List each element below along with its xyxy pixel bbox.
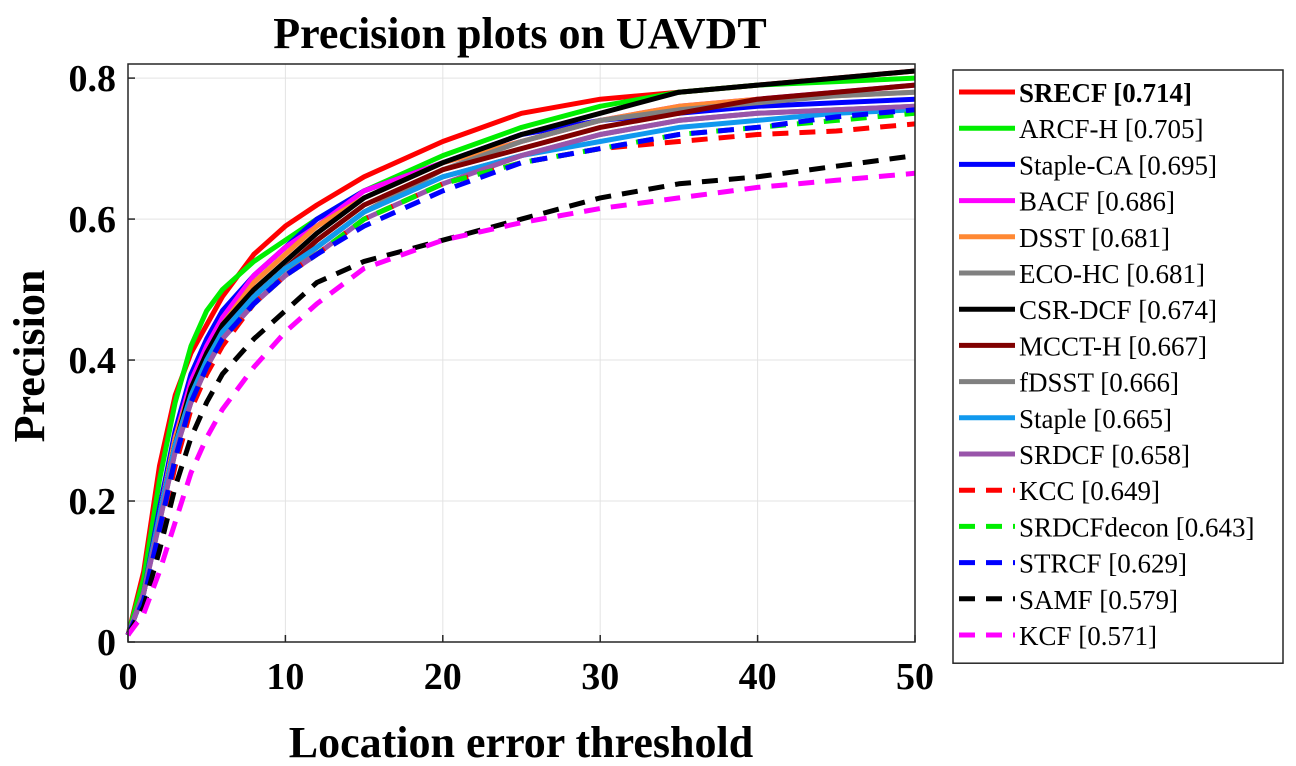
y-axis-label: Precision	[5, 270, 54, 443]
legend-entry: BACF [0.686]	[1019, 187, 1175, 217]
legend-entry: ARCF-H [0.705]	[1019, 114, 1204, 144]
legend-entry: SRECF [0.714]	[1019, 78, 1192, 108]
y-tick-label: 0.2	[69, 481, 117, 523]
legend-entry: SRDCFdecon [0.643]	[1019, 512, 1255, 542]
x-tick-label: 10	[266, 656, 304, 698]
legend-entry: MCCT-H [0.667]	[1019, 331, 1207, 361]
legend-entry: fDSST [0.666]	[1019, 368, 1179, 398]
y-tick-label: 0.8	[69, 58, 117, 100]
legend-entry: Staple [0.665]	[1019, 404, 1172, 434]
plot-area: 0 10 20 30 40 50 0 0.2 0.4 0.6 0.8	[69, 58, 935, 698]
legend-entry: STRCF [0.629]	[1019, 549, 1187, 579]
series-line-15	[125, 170, 916, 637]
chart-title: Precision plots on UAVDT	[273, 9, 766, 58]
legend-entry: SAMF [0.579]	[1019, 585, 1178, 615]
legend-entry: DSST [0.681]	[1019, 223, 1170, 253]
series-line-13	[125, 107, 916, 637]
x-tick-label: 50	[896, 656, 934, 698]
y-tick-label: 0.4	[69, 340, 117, 382]
legend-box	[952, 69, 1284, 664]
y-tick-label: 0.6	[69, 199, 117, 241]
x-tick-label: 0	[119, 656, 138, 698]
legend-entry: Staple-CA [0.695]	[1019, 150, 1217, 180]
x-tick-label: 40	[739, 656, 777, 698]
x-tick-label: 30	[581, 656, 619, 698]
legend-entry: KCC [0.649]	[1019, 476, 1160, 506]
legend: SRECF [0.714] ARCF-H [0.705] Staple-CA [0.…	[952, 69, 1284, 664]
plot-background	[128, 64, 915, 642]
legend-entry: ECO-HC [0.681]	[1019, 259, 1205, 289]
series-line-14	[125, 153, 916, 637]
x-axis-label: Location error threshold	[289, 718, 753, 766]
axes-frame	[127, 63, 916, 643]
y-tick-label: 0	[97, 622, 116, 664]
legend-entry: CSR-DCF [0.674]	[1019, 295, 1217, 325]
x-tick-label: 20	[424, 656, 462, 698]
legend-entry: SRDCF [0.658]	[1019, 440, 1190, 470]
legend-entry: KCF [0.571]	[1019, 621, 1157, 651]
